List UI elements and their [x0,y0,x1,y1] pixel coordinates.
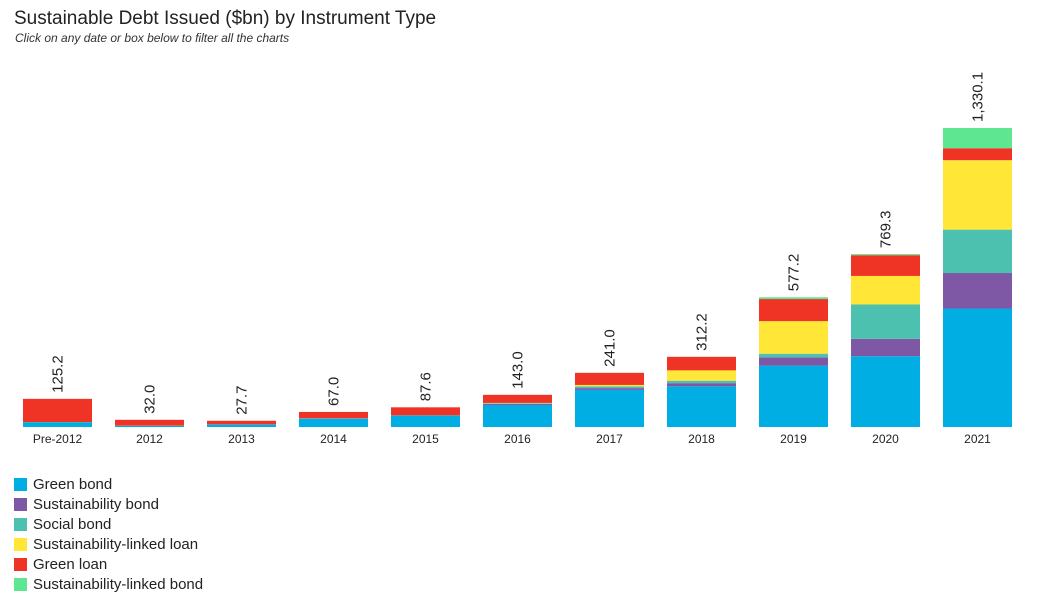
bar-segment[interactable] [943,273,1012,309]
bar-segment[interactable] [851,356,920,427]
chart-subtitle: Click on any date or box below to filter… [15,31,290,45]
x-tick-label[interactable]: 2019 [780,432,807,446]
x-tick-label[interactable]: Pre-2012 [33,432,83,446]
total-data-label: 312.2 [694,313,711,351]
total-data-label: 1,330.1 [970,72,987,122]
bar-segment[interactable] [667,356,736,371]
total-data-label: 67.0 [326,377,343,406]
total-data-label: 241.0 [602,329,619,367]
bar-segment[interactable] [759,365,828,427]
bar-segment[interactable] [943,308,1012,427]
bar-segment[interactable] [207,420,276,425]
total-data-label: 32.0 [142,385,159,414]
legend-label: Green bond [33,475,113,493]
legend-label: Sustainability-linked bond [33,575,204,593]
total-data-label: 143.0 [510,351,527,389]
bar-segment[interactable] [851,255,920,276]
bar-segment[interactable] [943,160,1012,230]
bar-segment[interactable] [851,304,920,339]
legend-swatch [14,497,27,511]
bar-segment[interactable] [667,383,736,387]
bar-segment[interactable] [115,419,184,426]
bar-segment[interactable] [299,418,368,427]
x-tick-label[interactable]: 2014 [320,432,347,446]
bar-segment[interactable] [851,275,920,305]
bar-segment[interactable] [575,386,644,389]
bar-segment[interactable] [759,353,828,358]
bar-segment[interactable] [851,338,920,357]
total-data-label: 27.7 [234,386,251,415]
bar-segment[interactable] [575,389,644,427]
legend-label: Sustainability bond [33,495,159,513]
bar-segment[interactable] [207,424,276,427]
bar-segment[interactable] [759,321,828,354]
x-tick-label[interactable]: 2015 [412,432,439,446]
x-tick-label[interactable]: 2012 [136,432,163,446]
bar-segment[interactable] [667,386,736,427]
x-tick-label[interactable]: 2017 [596,432,623,446]
chart-title: Sustainable Debt Issued ($bn) by Instrum… [14,8,437,29]
bar-segment[interactable] [943,128,1012,149]
bar-segment[interactable] [483,403,552,405]
bar-segment[interactable] [483,404,552,427]
bar-segment[interactable] [483,394,552,403]
x-tick-label[interactable]: 2013 [228,432,255,446]
legend-swatch [14,477,27,491]
total-data-label: 577.2 [786,254,803,292]
bar-segment[interactable] [115,425,184,427]
bar-segment[interactable] [23,398,92,423]
legend-item[interactable]: Sustainability-linked bond [14,574,203,594]
bar-segment[interactable] [575,372,644,385]
x-tick-label[interactable]: 2020 [872,432,899,446]
bar-segment[interactable] [667,370,736,381]
bar-segment[interactable] [483,403,552,404]
legend-item[interactable]: Sustainability-linked loan [14,534,203,554]
total-data-label: 125.2 [50,355,67,393]
bar-segment[interactable] [759,297,828,300]
legend-item[interactable]: Green loan [14,554,203,574]
legend-item[interactable]: Social bond [14,514,203,534]
legend-swatch [14,537,27,551]
legend-item[interactable]: Sustainability bond [14,494,203,514]
legend: Green bond Sustainability bond Social bond… [14,474,203,594]
legend-swatch [14,517,27,531]
bar-segment[interactable] [575,388,644,390]
bar-segment[interactable] [943,148,1012,161]
x-tick-label[interactable]: 2021 [964,432,991,446]
total-data-label: 769.3 [878,211,895,249]
bar-segment[interactable] [575,384,644,387]
legend-label: Social bond [33,515,112,533]
legend-label: Sustainability-linked loan [33,535,199,553]
x-tick-label[interactable]: 2016 [504,432,531,446]
bar-segment[interactable] [759,299,828,322]
bar-segment[interactable] [299,411,368,419]
bar-segment[interactable] [667,380,736,384]
bar-segment[interactable] [943,229,1012,274]
bar-segment[interactable] [851,254,920,256]
bar-segment[interactable] [23,422,92,428]
bar-segment[interactable] [391,407,460,416]
stacked-bar-chart: 125.2 Pre-2012 32.0 2012 27.7 2013 67.0 2014 87.… [23,72,1012,446]
legend-item[interactable]: Green bond [14,474,203,494]
total-data-label: 87.6 [418,372,435,401]
bar-segment[interactable] [391,415,460,427]
legend-swatch [14,557,27,571]
bar-segment[interactable] [759,357,828,366]
legend-swatch [14,577,27,591]
legend-label: Green loan [33,555,108,573]
x-tick-label[interactable]: 2018 [688,432,715,446]
